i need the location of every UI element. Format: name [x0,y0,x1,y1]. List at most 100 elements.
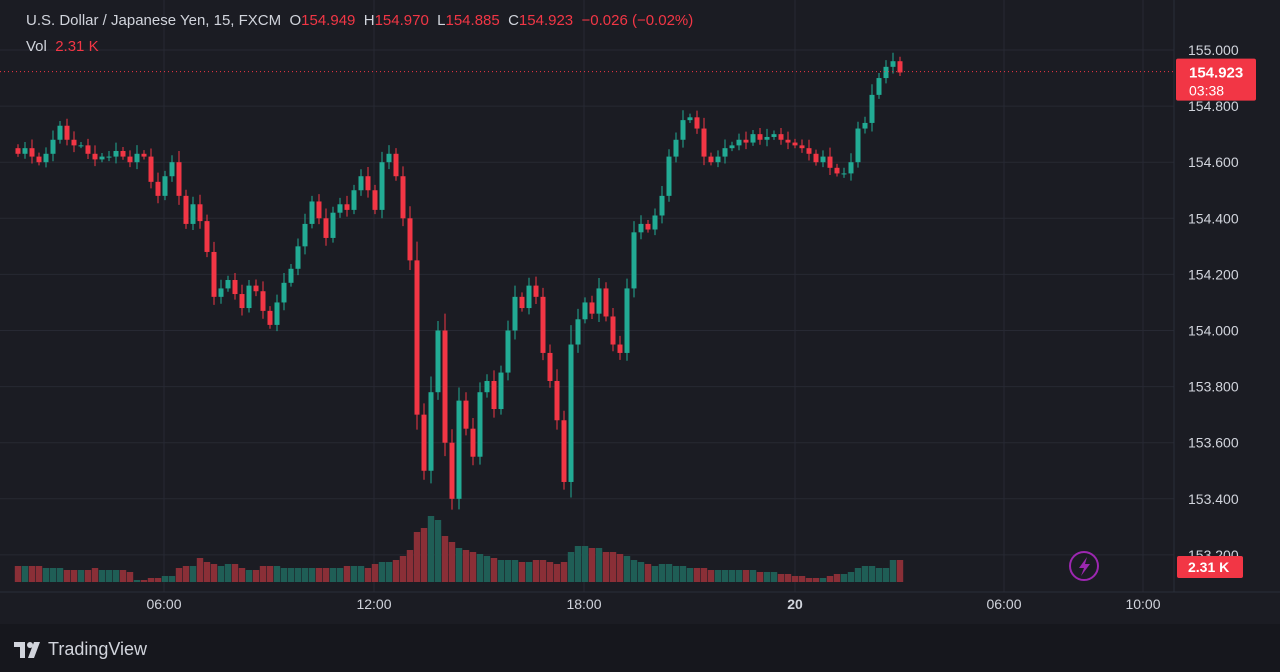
volume-bar [21,566,29,582]
volume-bar [35,566,43,582]
x-tick-label: 06:00 [146,596,181,612]
candle [71,131,77,153]
volume-bar [721,570,729,582]
volume-bar [336,568,344,582]
candle [820,150,826,168]
candle [470,418,476,466]
candle [323,208,329,246]
candle-body [617,344,623,353]
candle [421,403,427,480]
volume-bar [749,570,757,582]
candle [498,365,504,415]
volume-bar [672,566,680,582]
candle [848,153,854,181]
candle-body [50,139,56,154]
candle-body [197,204,203,222]
volume-bar [490,558,498,582]
candle-body [470,428,476,457]
candle-body [813,153,819,163]
chart-canvas[interactable]: 155.000 154.800 154.600 154.400 154.200 154.0… [0,0,1280,624]
volume-bar [455,548,463,582]
candle-body [715,156,721,163]
candle-body [211,251,217,297]
volume-bar [329,568,337,582]
candle [743,131,749,150]
volume-bar [343,566,351,582]
candle [64,118,70,146]
tradingview-logo[interactable]: TradingView [14,639,147,660]
volume-bar [602,552,610,582]
volume-bar [833,574,841,582]
volume-bar [273,566,281,582]
candle-body [365,176,371,191]
candle-body [736,139,742,146]
legend-volume: Vol 2.31 K [26,38,99,55]
candle [148,148,154,189]
volume-bar [231,564,239,582]
candle-body [666,156,672,196]
volume-bar [882,568,890,582]
candle [799,139,805,153]
volume-bar [616,554,624,582]
candle [771,130,777,140]
candle-body [708,156,714,163]
volume-bar [875,568,883,582]
volume-bar [644,564,652,582]
candle-body [78,145,84,147]
symbol-title[interactable]: U.S. Dollar / Japanese Yen, 15, FXCM [26,12,282,29]
candle-body [330,212,336,238]
candle-body [400,176,406,219]
volume-bar [70,570,78,582]
candle-body [113,150,119,157]
candle [253,279,259,297]
volume-bar [763,572,771,582]
candle [449,429,455,510]
volume-bar [791,576,799,582]
candle [176,150,182,205]
candle [463,392,469,436]
lightning-icon[interactable] [1069,551,1099,581]
candle [99,152,105,163]
candle-body [687,117,693,121]
candle-body [407,218,413,261]
candle [855,121,861,168]
candle-body [526,285,532,309]
volume-bar [357,566,365,582]
candle-body [253,285,259,292]
volume-bar [217,566,225,582]
candle [309,195,315,229]
candle [155,172,161,204]
candle [141,150,147,160]
candle [120,147,126,160]
volume-bar [301,568,309,582]
candle-body [827,156,833,168]
candle [729,141,735,152]
candle [232,272,238,300]
candle-body [379,162,385,210]
volume-bar [826,576,834,582]
volume-bar [854,568,862,582]
volume-bar [91,568,99,582]
volume-bar [497,560,505,582]
candle-body [890,61,896,67]
candle-body [393,153,399,177]
candle-body [176,162,182,196]
footer-bar [0,624,1280,672]
candle-body [841,173,847,175]
y-tick-label: 154.000 [1188,323,1239,339]
candle [841,167,847,178]
candle-body [309,201,315,224]
candle-body [372,190,378,210]
volume-bar [126,572,134,582]
high-label: H [363,12,375,29]
candle-body [127,156,133,163]
candle-body [582,302,588,320]
volume-bar [574,546,582,582]
candle [36,152,42,166]
candle-body [806,148,812,154]
volume-bar [686,568,694,582]
candle-body [883,66,889,79]
candle [344,195,350,217]
candle-body [267,310,273,325]
volume-bar [182,566,190,582]
